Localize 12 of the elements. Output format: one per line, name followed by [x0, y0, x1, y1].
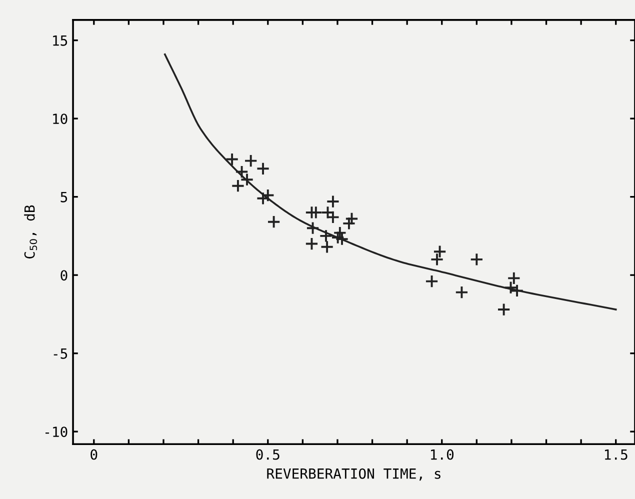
x-tick-label: 0.5	[256, 449, 280, 460]
y-axis-title: C$_{50}$, dB	[24, 205, 38, 258]
y-tick-label: 15	[53, 35, 68, 46]
x-tick-label: 1.5	[604, 449, 628, 460]
x-tick-label: 1.0	[431, 449, 454, 460]
y-tick-label: -10	[45, 426, 68, 438]
y-tick-label: 0	[60, 270, 68, 281]
y-tick-label: -5	[54, 348, 68, 359]
y-tick-label: 5	[60, 192, 68, 202]
y-tick-label: 10	[53, 114, 68, 124]
x-axis-title: REVERBERATION TIME, s	[267, 468, 440, 481]
x-tick-label: 0	[90, 449, 98, 460]
